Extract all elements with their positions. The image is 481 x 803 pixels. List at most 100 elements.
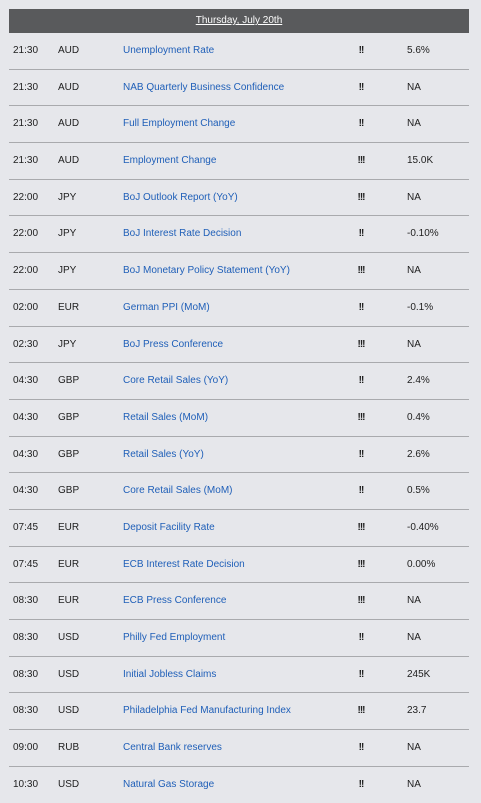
event-value: -0.1% <box>407 301 434 313</box>
table-row: 22:00 JPY BoJ Interest Rate Decision!! -0.1… <box>9 216 469 254</box>
event-currency: GBP <box>58 411 80 423</box>
event-currency: JPY <box>58 228 77 240</box>
event-importance: !!! <box>357 265 366 277</box>
economic-calendar-table: 21:30 AUD Unemployment Rate!! 5.6% 21:30 AUD N… <box>9 33 469 802</box>
event-value: NA <box>407 191 421 203</box>
event-name-link[interactable]: Deposit Facility Rate <box>123 521 215 533</box>
event-name-link[interactable]: BoJ Outlook Report (YoY) <box>123 191 238 203</box>
calendar-date: Thursday, July 20th <box>195 15 283 26</box>
event-currency: EUR <box>58 595 80 607</box>
event-name-link[interactable]: Unemployment Rate <box>123 45 215 56</box>
table-row: 21:30 AUD Employment Change!!! 15.0K <box>9 143 469 180</box>
event-importance: !! <box>358 668 365 680</box>
event-value: 245K <box>407 668 431 680</box>
event-time: 08:30 <box>13 595 39 607</box>
event-importance: !! <box>358 448 365 460</box>
event-currency: AUD <box>58 155 80 167</box>
event-value: 0.00% <box>407 558 436 570</box>
event-value: 5.6% <box>407 45 430 56</box>
event-currency: USD <box>58 705 80 717</box>
event-currency: USD <box>58 632 80 643</box>
event-value: -0.40% <box>407 521 439 533</box>
event-importance: !! <box>358 228 365 240</box>
event-name-link[interactable]: BoJ Monetary Policy Statement (YoY) <box>123 265 290 277</box>
event-name-link[interactable]: Central Bank reserves <box>123 742 222 754</box>
event-name-link[interactable]: ECB Press Conference <box>123 595 227 607</box>
event-currency: USD <box>58 668 80 680</box>
event-currency: GBP <box>58 485 80 497</box>
event-importance: !!! <box>357 191 366 203</box>
event-importance: !! <box>358 778 365 790</box>
event-importance: !! <box>358 301 365 313</box>
event-importance: !! <box>358 742 365 754</box>
event-currency: AUD <box>58 45 80 56</box>
event-name-link[interactable]: BoJ Interest Rate Decision <box>123 228 242 240</box>
event-time: 09:00 <box>13 742 39 754</box>
event-time: 21:30 <box>13 118 39 130</box>
event-value: NA <box>407 338 421 350</box>
table-row: 21:30 AUD Full Employment Change!! NA <box>9 106 469 144</box>
table-row: 10:30 USD Natural Gas Storage!! NA <box>9 767 469 803</box>
event-name-link[interactable]: Retail Sales (YoY) <box>123 448 204 460</box>
event-currency: EUR <box>58 301 80 313</box>
table-row: 02:30 JPY BoJ Press Conference!!! NA <box>9 327 469 364</box>
event-name-link[interactable]: NAB Quarterly Business Confidence <box>123 81 285 93</box>
event-name-link[interactable]: BoJ Press Conference <box>123 338 224 350</box>
table-row: 04:30 GBP Retail Sales (MoM)!!! 0.4% <box>9 400 469 437</box>
event-importance: !! <box>358 375 365 387</box>
event-time: 22:00 <box>13 265 39 277</box>
event-value: NA <box>407 81 421 93</box>
event-importance: !!! <box>357 521 366 533</box>
event-name-link[interactable]: Initial Jobless Claims <box>123 668 217 680</box>
table-row: 08:30 USD Initial Jobless Claims!! 245K <box>9 657 469 694</box>
event-name-link[interactable]: German PPI (MoM) <box>123 301 210 313</box>
event-currency: EUR <box>58 558 80 570</box>
event-name-link[interactable]: ECB Interest Rate Decision <box>123 558 245 570</box>
event-importance: !!! <box>357 155 366 167</box>
event-time: 08:30 <box>13 632 39 643</box>
event-value: NA <box>407 778 421 790</box>
table-row: 08:30 USD Philly Fed Employment!! NA <box>9 620 469 657</box>
table-row: 08:30 EUR ECB Press Conference!!! NA <box>9 583 469 620</box>
event-value: 2.6% <box>407 448 430 460</box>
event-time: 22:00 <box>13 228 39 240</box>
event-name-link[interactable]: Employment Change <box>123 155 217 167</box>
event-value: NA <box>407 265 421 277</box>
event-time: 02:00 <box>13 301 39 313</box>
table-row: 21:30 AUD Unemployment Rate!! 5.6% <box>9 33 469 70</box>
event-importance: !! <box>358 632 365 643</box>
event-name-link[interactable]: Retail Sales (MoM) <box>123 411 209 423</box>
event-currency: RUB <box>58 742 80 754</box>
event-time: 22:00 <box>13 191 39 203</box>
event-time: 08:30 <box>13 668 39 680</box>
table-row: 22:00 JPY BoJ Outlook Report (YoY)!!! NA <box>9 180 469 217</box>
event-currency: USD <box>58 778 80 790</box>
event-importance: !!! <box>357 411 366 423</box>
event-name-link[interactable]: Core Retail Sales (MoM) <box>123 485 233 497</box>
event-currency: AUD <box>58 81 80 93</box>
event-value: 2.4% <box>407 375 430 387</box>
event-name-link[interactable]: Full Employment Change <box>123 118 236 130</box>
table-row: 04:30 GBP Retail Sales (YoY)!! 2.6% <box>9 437 469 474</box>
event-importance: !!! <box>357 338 366 350</box>
event-value: NA <box>407 595 421 607</box>
event-time: 21:30 <box>13 45 39 56</box>
event-value: 15.0K <box>407 155 434 167</box>
event-name-link[interactable]: Core Retail Sales (YoY) <box>123 375 229 387</box>
event-value: 23.7 <box>407 705 427 717</box>
event-name-link[interactable]: Philadelphia Fed Manufacturing Index <box>123 705 291 717</box>
event-name-link[interactable]: Philly Fed Employment <box>123 632 226 643</box>
event-name-link[interactable]: Natural Gas Storage <box>123 778 215 790</box>
event-value: 0.4% <box>407 411 430 423</box>
table-row: 22:00 JPY BoJ Monetary Policy Statement (Y… <box>9 253 469 290</box>
table-row: 07:45 EUR Deposit Facility Rate!!! -0.40% <box>9 510 469 547</box>
event-currency: EUR <box>58 521 80 533</box>
event-currency: GBP <box>58 375 80 387</box>
event-value: -0.10% <box>407 228 439 240</box>
calendar-date-header: Thursday, July 20th <box>9 9 469 33</box>
event-currency: GBP <box>58 448 80 460</box>
event-currency: JPY <box>58 338 77 350</box>
event-importance: !! <box>358 485 365 497</box>
event-importance: !! <box>358 81 365 93</box>
event-currency: JPY <box>58 191 77 203</box>
